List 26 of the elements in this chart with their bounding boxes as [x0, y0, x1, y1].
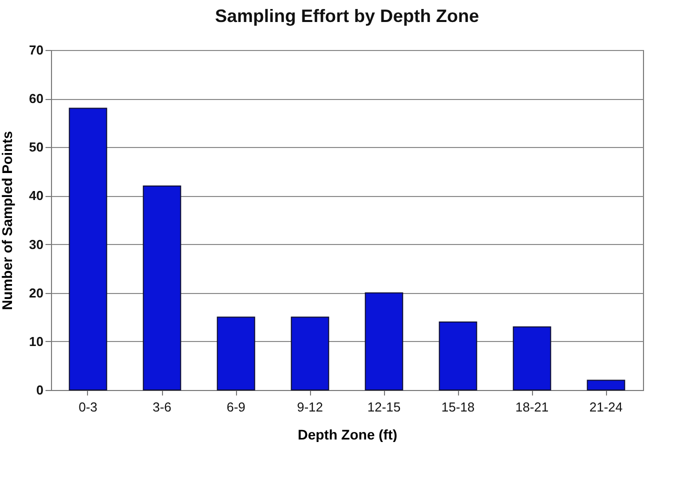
- bar: [216, 316, 256, 390]
- x-tick-label: 12-15: [367, 400, 401, 414]
- y-axis-title: Number of Sampled Points: [0, 130, 16, 310]
- y-tick-label: 70: [29, 42, 44, 58]
- y-tick-label: 40: [29, 188, 44, 204]
- y-tick-label: 30: [29, 236, 44, 252]
- y-tick-label: 0: [36, 382, 44, 398]
- x-tick-label: 6-9: [226, 400, 246, 414]
- x-tick-label: 21-24: [589, 400, 623, 414]
- bar: [68, 108, 108, 390]
- y-tick-label: 10: [29, 334, 44, 349]
- x-tick-label: 18-21: [515, 400, 549, 414]
- y-tick-label: 50: [29, 140, 44, 155]
- bar: [438, 322, 478, 390]
- bar: [364, 292, 404, 390]
- bar: [290, 316, 330, 390]
- bar: [586, 380, 626, 390]
- x-tick-label: 9-12: [296, 400, 324, 414]
- x-tick-label: 3-6: [152, 400, 172, 414]
- bar: [142, 186, 182, 390]
- y-tick-label: 20: [29, 285, 44, 300]
- x-tick-label: 0-3: [78, 400, 98, 414]
- chart-title: Sampling Effort by Depth Zone: [215, 6, 479, 26]
- y-tick-label: 60: [29, 91, 44, 106]
- x-tick-label: 15-18: [441, 400, 475, 414]
- bar: [512, 326, 552, 390]
